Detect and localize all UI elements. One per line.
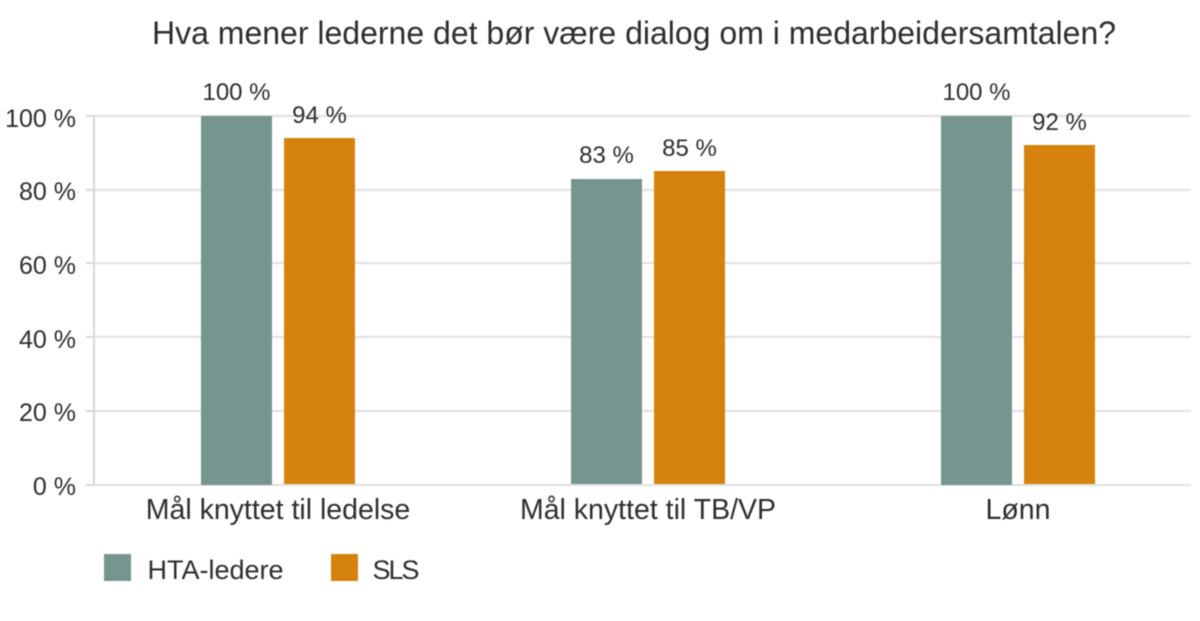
value-label-2-1: 92 % bbox=[1032, 108, 1087, 136]
ytick-mark-0 bbox=[85, 483, 93, 486]
ytick-mark-80 bbox=[85, 188, 93, 191]
bar-sls-0 bbox=[284, 138, 355, 485]
category-label-2: Lønn bbox=[985, 493, 1051, 526]
bar-hta-ledere-0 bbox=[201, 116, 272, 485]
legend-label-hta-ledere: HTA-ledere bbox=[147, 554, 284, 585]
ytick-label-0: 0 % bbox=[32, 473, 76, 501]
legend-swatch-sls bbox=[330, 553, 358, 581]
value-label-0-1: 94 % bbox=[292, 101, 347, 129]
gridline-100 bbox=[92, 115, 1191, 117]
value-label-2-0: 100 % bbox=[942, 79, 1011, 107]
bar-sls-2 bbox=[1024, 145, 1095, 485]
bar-hta-ledere-2 bbox=[941, 116, 1012, 485]
category-label-1: Mål knyttet til TB/VP bbox=[519, 493, 777, 526]
bar-sls-1 bbox=[654, 171, 725, 485]
bar-hta-ledere-1 bbox=[571, 178, 642, 485]
ytick-label-80: 80 % bbox=[19, 178, 76, 207]
ytick-mark-20 bbox=[85, 409, 93, 412]
legend-swatch-hta-ledere bbox=[103, 553, 131, 581]
ytick-mark-100 bbox=[85, 115, 93, 117]
value-label-1-0: 83 % bbox=[579, 142, 634, 170]
ytick-label-20: 20 % bbox=[19, 399, 76, 428]
ytick-mark-40 bbox=[85, 336, 93, 339]
gridline-0 bbox=[92, 483, 1191, 486]
chart-title: Hva mener lederne det bør være dialog om… bbox=[152, 15, 1117, 51]
ytick-label-100: 100 % bbox=[5, 104, 76, 133]
legend-label-sls: SLS bbox=[372, 554, 420, 585]
ytick-label-60: 60 % bbox=[19, 251, 76, 280]
value-label-0-0: 100 % bbox=[202, 79, 271, 107]
category-label-0: Mål knyttet til ledelse bbox=[145, 493, 411, 526]
ytick-label-40: 40 % bbox=[19, 325, 76, 354]
ytick-mark-60 bbox=[85, 262, 93, 265]
value-label-1-1: 85 % bbox=[662, 134, 717, 162]
y-axis-line bbox=[92, 115, 95, 486]
